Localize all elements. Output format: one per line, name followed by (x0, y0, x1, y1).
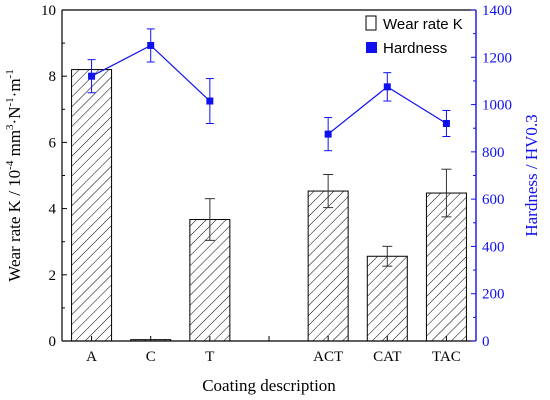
y-right-tick-label: 1200 (482, 50, 512, 66)
legend-swatch-wear-rate (365, 15, 377, 31)
y-right-tick-label: 0 (482, 334, 490, 350)
y-axis-right-title: Hardness / HV0.3 (522, 114, 541, 236)
y-right-tick-label: 1000 (482, 98, 512, 114)
wear-rate-bar-T[interactable] (189, 219, 231, 342)
wear-rate-bar-ACT[interactable] (307, 190, 349, 342)
y-right-tick-label: 800 (482, 145, 505, 161)
y-left-title-superscript: -1 (4, 69, 16, 78)
y-right-tick-label: 600 (482, 192, 505, 208)
y-left-title-superscript: -4 (4, 160, 16, 170)
wear-rate-errorbar-ACT (323, 174, 334, 209)
y-left-tick-label: 0 (49, 334, 57, 350)
legend-label-wear-rate: Wear rate K (383, 16, 463, 33)
legend: Wear rate K Hardness (365, 15, 463, 57)
y-right-tick-label: 1400 (482, 3, 512, 19)
y-left-title-text: ·N (5, 106, 24, 124)
y-left-title-text: mm (5, 130, 24, 161)
wear-rate-bar-A[interactable] (71, 69, 113, 342)
wear-rate-errorbar-CAT (382, 245, 393, 267)
legend-label-hardness: Hardness (383, 40, 447, 57)
hardness-point-CAT[interactable] (383, 83, 391, 91)
x-axis-title: Coating description (202, 376, 336, 395)
y-right-tick-label: 200 (482, 287, 505, 303)
hardness-point-A[interactable] (88, 72, 96, 80)
y-left-title-text: Wear rate K / 10 (5, 170, 24, 282)
hardness-point-T[interactable] (206, 97, 214, 105)
legend-swatch-hardness (366, 42, 377, 53)
y-left-tick-label: 6 (49, 135, 57, 151)
x-tick-label-TAC: TAC (432, 349, 461, 365)
wear-rate-bar-TAC[interactable] (425, 192, 467, 342)
y-left-tick-label: 2 (49, 268, 57, 284)
y-left-title-superscript: 3 (4, 124, 16, 130)
y-left-title-text: ·m (5, 78, 24, 97)
x-tick-label-A: A (86, 349, 97, 365)
x-tick-label-T: T (205, 349, 214, 365)
x-tick-label-CAT: CAT (373, 349, 401, 365)
y-left-tick-label: 4 (49, 202, 57, 218)
x-tick-label-ACT: ACT (313, 349, 343, 365)
y-left-title-superscript: -1 (4, 97, 16, 106)
hardness-point-C[interactable] (147, 41, 155, 49)
hardness-point-ACT[interactable] (324, 130, 332, 138)
y-left-tick-label: 8 (49, 69, 57, 85)
y-left-tick-label: 10 (41, 3, 56, 19)
wear-rate-errorbar-T (204, 198, 215, 241)
wear-rate-errorbar-TAC (441, 168, 452, 218)
y-axis-left-title: Wear rate K / 10-4 mm3·N-1·m-1 (4, 69, 24, 281)
x-tick-label-C: C (146, 349, 156, 365)
hardness-point-TAC[interactable] (442, 119, 450, 127)
wear-rate-bar-CAT[interactable] (366, 255, 408, 342)
y-right-tick-label: 400 (482, 239, 505, 255)
